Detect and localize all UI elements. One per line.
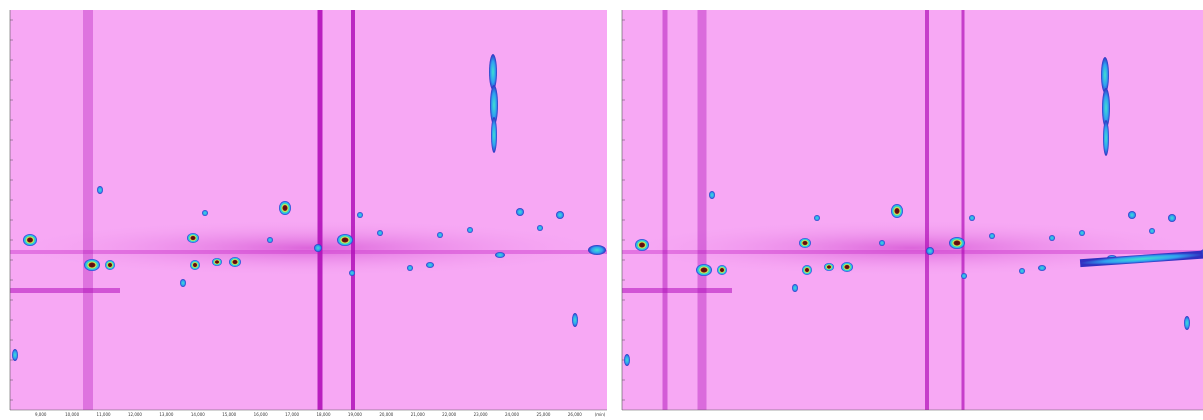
peak [97,186,103,194]
peak [314,244,322,252]
peak [23,234,37,246]
peak [949,237,965,249]
streak [10,288,120,293]
peak [426,262,434,268]
x-tick-label: 15,000 [222,412,236,417]
peak [556,211,564,219]
peak [624,354,630,366]
peak [824,263,834,271]
x-tick-label: 25,000 [536,412,550,417]
peak [1101,57,1109,93]
peak [969,215,975,221]
peak [1149,228,1155,234]
peak [491,117,497,153]
peak [489,54,497,90]
peak [229,257,241,267]
x-tick-label: 23,000 [474,412,488,417]
peak [495,252,505,258]
peak [717,265,727,275]
peak [377,230,383,236]
peak [814,215,820,221]
x-tick-label: 21,000 [411,412,425,417]
peak [1079,230,1085,236]
column-streak [697,10,707,410]
peak [537,225,543,231]
peak [1103,120,1109,156]
x-tick-label: 10,000 [65,412,79,417]
peak [696,264,712,276]
peak [1168,214,1176,222]
x-tick-label: 14,000 [191,412,205,417]
peak [572,313,578,327]
peak [467,227,473,233]
peak [961,273,967,279]
x-tick-label: 18,000 [317,412,331,417]
band [10,220,607,276]
peak [357,212,363,218]
peak [337,234,353,246]
column-streak [83,10,93,410]
peak [841,262,853,272]
peak [1038,265,1046,271]
peak [12,349,18,361]
peak [799,238,811,248]
peak [212,258,222,266]
peak [279,201,291,215]
layers [10,10,1203,410]
x-tick-label: 9,000 [35,412,47,417]
peak [437,232,443,238]
peak [349,270,355,276]
peak [802,265,812,275]
peak [588,245,606,255]
x-tick-label: 22,000 [442,412,456,417]
x-tick-label: 20,000 [379,412,393,417]
peak [1128,211,1136,219]
peak [490,85,498,125]
streak [622,250,1203,254]
peak [1019,268,1025,274]
peak [926,247,934,255]
column-streak [662,10,668,410]
x-tick-label: 19,000 [348,412,362,417]
column-streak [317,10,323,410]
x-tick-label: 24,000 [505,412,519,417]
peak [879,240,885,246]
band [622,220,1203,276]
streak [10,250,607,254]
x-tick-label: 12,000 [128,412,142,417]
peak [84,259,100,271]
peak [891,204,903,218]
column-streak [925,10,929,410]
x-tick-label: 16,000 [254,412,268,417]
panel-right [622,10,1203,410]
peak [190,260,200,270]
peak [202,210,208,216]
peak [1184,316,1190,330]
peak [516,208,524,216]
peak [407,265,413,271]
x-tick-label: 13,000 [159,412,173,417]
peak [709,191,715,199]
peak [792,284,798,292]
peak [989,233,995,239]
streak [1079,250,1203,268]
x-tick-label: 26,000 [568,412,582,417]
peak [187,233,199,243]
peak [267,237,273,243]
x-tick-label: 11,000 [97,412,111,417]
panel-left [10,10,607,410]
peak [105,260,115,270]
x-axis-unit: (min) [595,412,606,417]
column-streak [351,10,355,410]
peak [635,239,649,251]
peak [1049,235,1055,241]
x-tick-label: 17,000 [285,412,299,417]
peak [180,279,186,287]
peak [1102,88,1110,128]
streak [622,288,732,293]
column-streak [961,10,965,410]
